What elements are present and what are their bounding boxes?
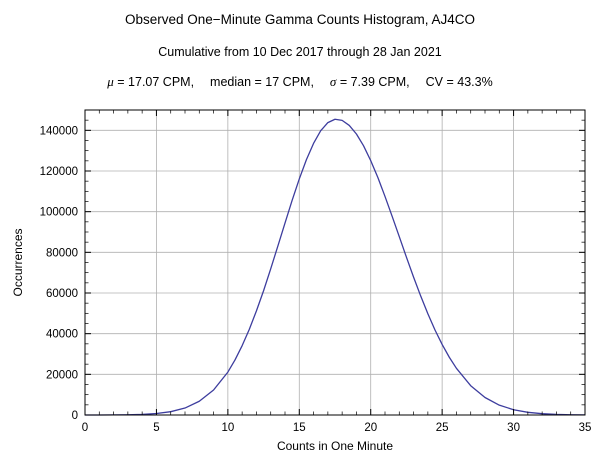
mean-value: = 17.07 CPM, [113,75,195,89]
y-tick-label: 60000 [46,288,78,300]
histogram-plot: 0 5 10 15 20 25 30 35 0 20000 40000 60000 80000 10000… [11,109,592,453]
histogram-curve [84,118,586,416]
y-tick-label: 100000 [40,207,78,219]
cv-stat: CV = 43.3% [425,75,493,89]
chart-subtitle: Cumulative from 10 Dec 2017 through 28 J… [158,45,442,59]
y-tick-label: 20000 [46,369,78,381]
mu-symbol: μ [107,74,114,89]
sigma-symbol: σ [329,74,337,89]
x-tick-label: 15 [293,422,306,434]
chart-title: Observed One−Minute Gamma Counts Histogr… [124,12,476,27]
y-tick-label: 80000 [46,247,78,259]
x-tick-label: 5 [153,422,159,434]
y-axis-label: Occurrences [11,228,25,296]
x-tick-label: 20 [364,422,377,434]
stats-line: μ = 17.07 CPM, median = 17 CPM, σ = 7.39 C… [0,74,600,90]
median-stat: median = 17 CPM, [210,75,314,89]
y-tick-label: 120000 [40,166,78,178]
plot-frame [84,109,586,416]
y-tick-label: 140000 [40,125,78,137]
x-tick-label: 35 [579,422,592,434]
y-tick-label: 40000 [46,329,78,341]
x-axis-label: Counts in One Minute [277,439,393,453]
sigma-value: = 7.39 CPM, [336,75,410,89]
x-tick-label: 0 [82,422,88,434]
x-tick-label: 10 [221,422,234,434]
mean-stat: μ = 17.07 CPM, [107,74,195,89]
y-tick-label: 0 [72,410,78,422]
x-tick-label: 25 [436,422,449,434]
x-tick-label: 30 [507,422,520,434]
sigma-stat: σ = 7.39 CPM, [329,74,410,89]
